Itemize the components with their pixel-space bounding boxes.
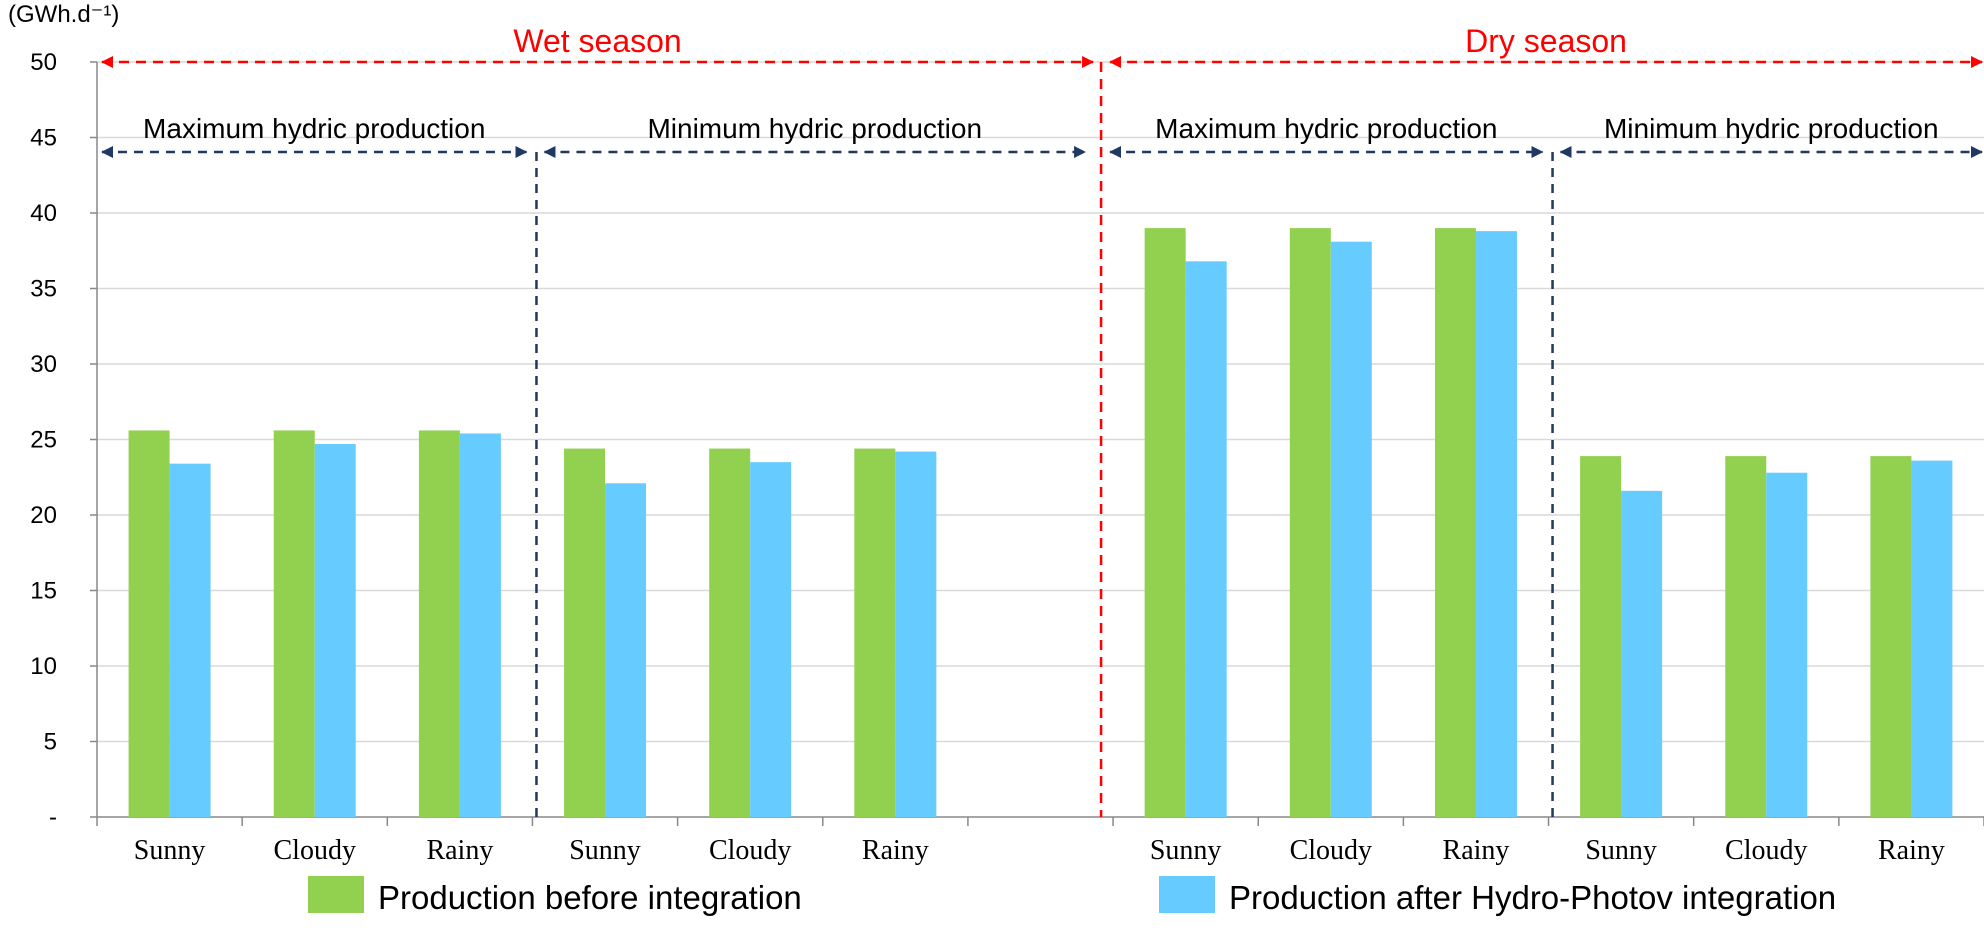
bar-after-integration xyxy=(169,463,211,817)
bar-before-integration xyxy=(709,448,751,817)
x-tick-label: Sunny xyxy=(134,835,206,866)
x-tick-label: Cloudy xyxy=(1290,835,1372,866)
y-tick-label: 20 xyxy=(30,502,57,529)
bar-before-integration xyxy=(564,448,606,817)
y-tick-label: 40 xyxy=(30,200,57,227)
bar-before-integration xyxy=(1144,228,1186,818)
x-tick-label: Sunny xyxy=(1150,835,1222,866)
x-tick-label: Rainy xyxy=(426,835,493,866)
season-label: Wet season xyxy=(513,23,681,59)
y-tick-label: 35 xyxy=(30,276,57,303)
bar-before-integration xyxy=(128,430,170,817)
x-tick-label: Sunny xyxy=(1585,835,1657,866)
x-tick-label: Rainy xyxy=(1443,835,1510,866)
regime-label: Minimum hydric production xyxy=(1604,113,1939,144)
bar-before-integration xyxy=(1870,456,1912,817)
y-tick-label: 5 xyxy=(44,729,57,756)
y-tick-label: 25 xyxy=(30,427,57,454)
x-tick-label: Sunny xyxy=(569,835,641,866)
bar-after-integration xyxy=(459,433,501,817)
bar-after-integration xyxy=(1766,472,1808,817)
bar-before-integration xyxy=(273,430,315,817)
x-tick-label: Rainy xyxy=(862,835,929,866)
x-tick-label: Cloudy xyxy=(273,835,355,866)
legend-swatch-after xyxy=(1159,876,1215,913)
regime-label: Minimum hydric production xyxy=(647,113,982,144)
y-tick-label: - xyxy=(49,804,57,831)
bar-before-integration xyxy=(418,430,460,817)
y-tick-label: 45 xyxy=(30,125,57,152)
bar-after-integration xyxy=(1621,490,1663,817)
y-tick-label: 10 xyxy=(30,653,57,680)
bar-before-integration xyxy=(1725,456,1767,817)
bar-after-integration xyxy=(1911,460,1953,817)
bar-before-integration xyxy=(1434,228,1476,818)
bar-after-integration xyxy=(605,483,647,817)
x-tick-label: Cloudy xyxy=(1725,835,1807,866)
bar-before-integration xyxy=(854,448,896,817)
y-tick-label: 50 xyxy=(30,49,57,76)
y-tick-label: 15 xyxy=(30,578,57,605)
legend-label: Production before integration xyxy=(378,879,802,916)
regime-label: Maximum hydric production xyxy=(1155,113,1497,144)
legend-label: Production after Hydro-Photov integratio… xyxy=(1229,879,1836,916)
bar-before-integration xyxy=(1289,228,1331,818)
bar-after-integration xyxy=(314,444,356,817)
regime-label: Maximum hydric production xyxy=(143,113,485,144)
bar-after-integration xyxy=(1475,231,1517,817)
bar-after-integration xyxy=(895,451,937,817)
y-tick-label: 30 xyxy=(30,351,57,378)
bar-after-integration xyxy=(1185,261,1227,817)
bar-after-integration xyxy=(750,462,792,817)
legend-swatch-before xyxy=(308,876,364,913)
bar-after-integration xyxy=(1330,241,1372,817)
season-label: Dry season xyxy=(1465,23,1627,59)
x-tick-label: Rainy xyxy=(1878,835,1945,866)
x-tick-label: Cloudy xyxy=(709,835,791,866)
y-axis-unit-label: (GWh.d⁻¹) xyxy=(8,1,119,28)
bar-before-integration xyxy=(1580,456,1622,817)
